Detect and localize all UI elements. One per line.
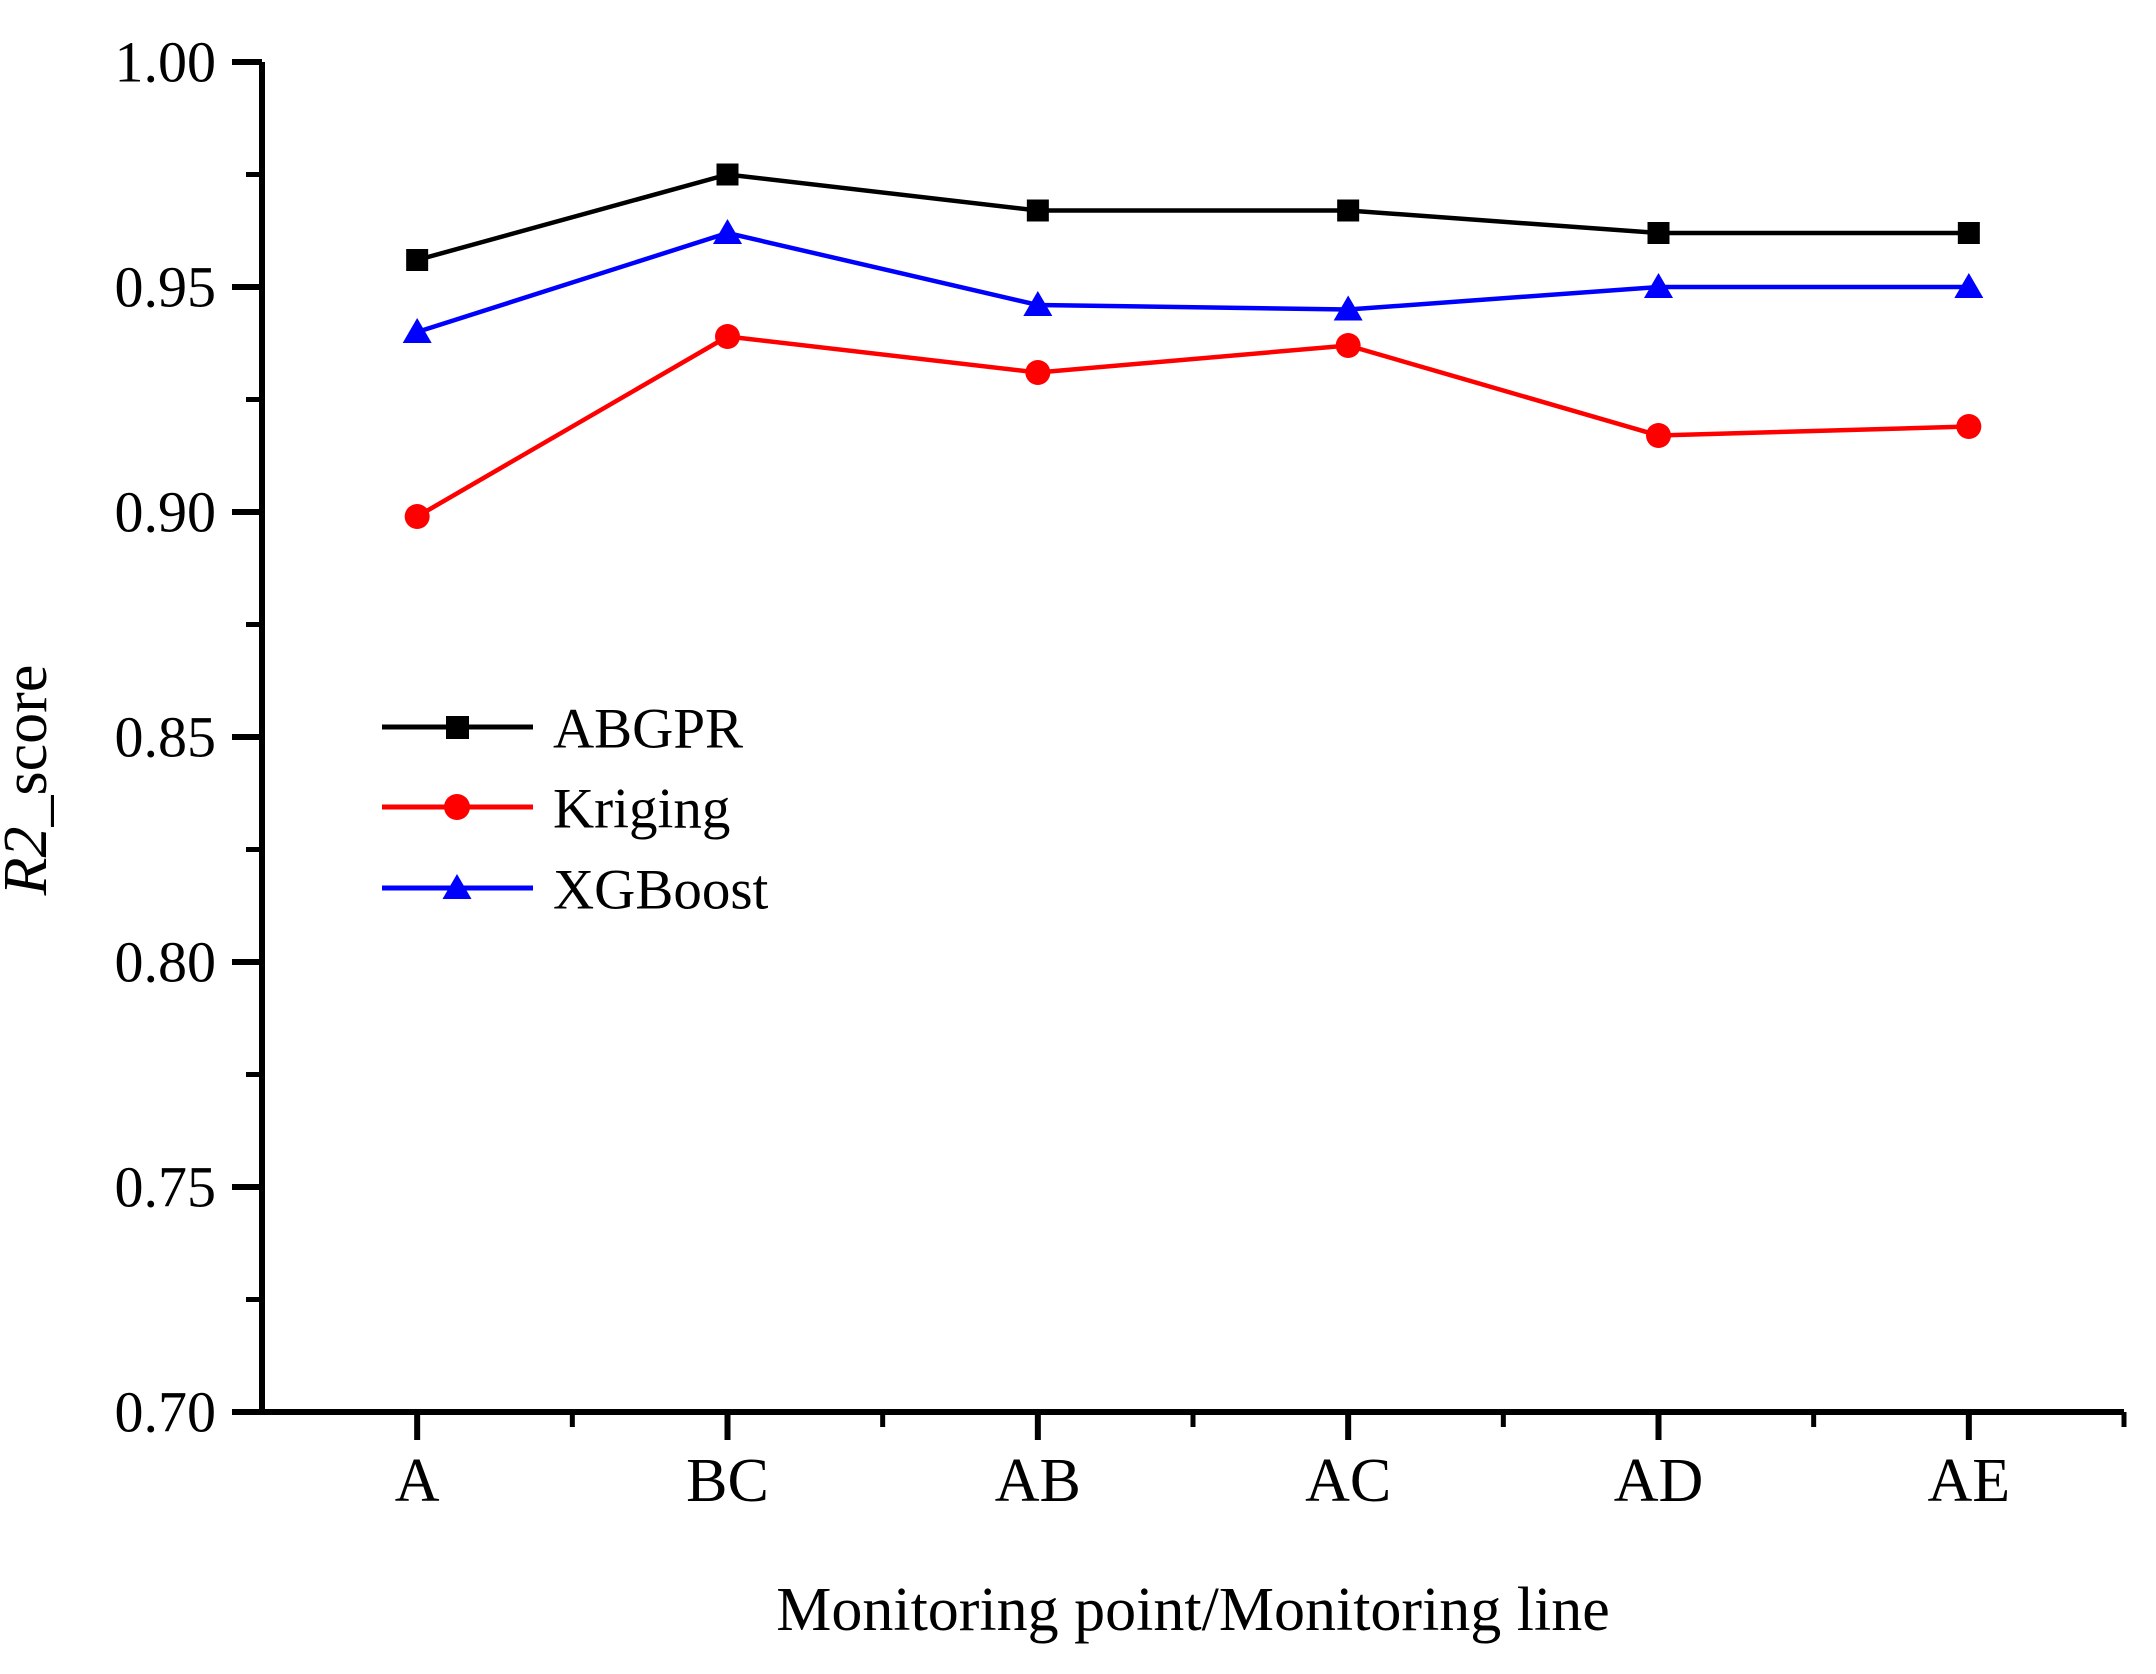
- data-point-triangle: [1023, 291, 1053, 316]
- y-tick-label: 0.95: [115, 255, 217, 320]
- legend-label: Kriging: [553, 778, 730, 841]
- legend-label: ABGPR: [553, 698, 743, 761]
- y-tick-label: 1.00: [115, 30, 217, 95]
- data-point-triangle: [1644, 273, 1673, 298]
- legend-square-marker-icon: [446, 716, 469, 739]
- data-point-circle: [715, 324, 740, 349]
- series-line-abgpr: [416, 172, 1969, 263]
- series-line-xgboost: [416, 230, 1969, 335]
- y-axis-title: R2_score: [0, 665, 60, 897]
- x-axis-title: Monitoring point/Monitoring line: [776, 1576, 1610, 1644]
- data-point-square: [1337, 199, 1360, 222]
- data-point-triangle: [713, 219, 742, 244]
- data-point-circle: [1025, 360, 1051, 385]
- axes: [259, 62, 2124, 1415]
- legend: ABGPR Kriging XGBoost: [382, 698, 769, 922]
- y-tick-label: 0.70: [115, 1380, 217, 1445]
- series-line-kriging: [416, 334, 1969, 519]
- data-point-square: [406, 249, 429, 271]
- y-tick-label: 0.80: [115, 930, 217, 995]
- legend-item: ABGPR: [382, 698, 743, 761]
- y-axis-title-italic-part: R2: [0, 826, 60, 896]
- x-tick-label: BC: [686, 1447, 769, 1515]
- y-tick-label: 0.90: [115, 480, 217, 545]
- x-tick-label: A: [395, 1447, 440, 1515]
- x-tick-label: AE: [1928, 1447, 2011, 1515]
- y-tick-label: 0.75: [115, 1155, 217, 1220]
- data-point-circle: [1956, 414, 1982, 439]
- data-point-circle: [404, 504, 430, 529]
- data-point-triangle: [1333, 295, 1363, 321]
- data-point-circle: [1646, 423, 1671, 448]
- data-point-triangle: [1954, 273, 1984, 298]
- x-tick-label: AB: [995, 1447, 1081, 1515]
- data-point-square: [716, 163, 739, 186]
- data-point-square: [1026, 199, 1049, 222]
- legend-item: XGBoost: [382, 859, 769, 922]
- legend-circle-marker-icon: [444, 794, 470, 820]
- legend-triangle-marker-icon: [442, 874, 472, 899]
- data-point-triangle: [402, 318, 432, 343]
- data-point-circle: [1335, 333, 1361, 358]
- x-tick-label: AC: [1305, 1447, 1391, 1515]
- legend-item: Kriging: [382, 778, 730, 841]
- data-point-square: [1957, 222, 1980, 244]
- x-tick-label: AD: [1614, 1447, 1704, 1515]
- data-point-square: [1647, 222, 1670, 244]
- y-axis-title-rest-part: _score: [0, 665, 60, 828]
- y-tick-label: 0.85: [115, 705, 217, 770]
- legend-label: XGBoost: [553, 859, 769, 922]
